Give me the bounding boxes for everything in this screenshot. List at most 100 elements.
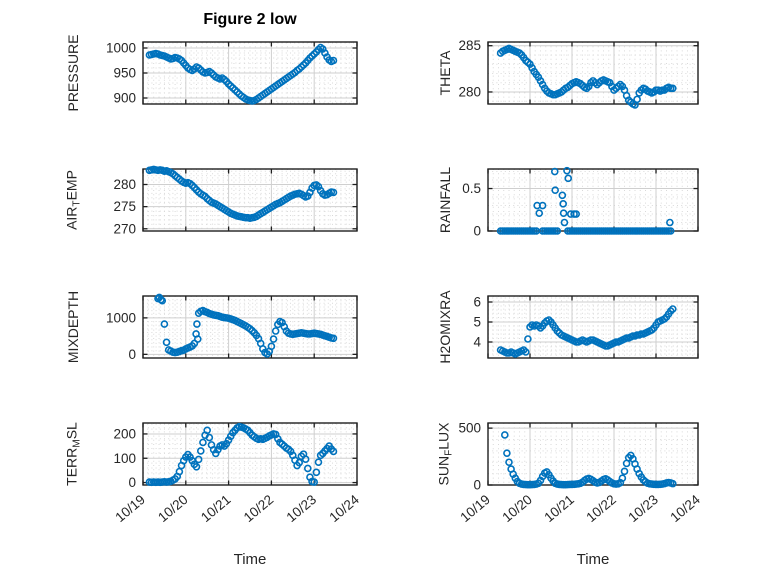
svg-text:10/19: 10/19: [112, 492, 148, 525]
ylabel-subscript: T: [71, 200, 83, 207]
xlabel-left: Time: [233, 551, 267, 568]
series-markers-0: [496, 44, 677, 109]
grid-major: [488, 169, 698, 231]
svg-text:10/19: 10/19: [457, 492, 493, 525]
svg-text:200: 200: [113, 426, 136, 441]
svg-text:10/21: 10/21: [198, 492, 234, 525]
y-tick-labels: 0 100 200: [113, 426, 136, 490]
axes-box: [142, 168, 358, 232]
svg-text:0.5: 0.5: [462, 181, 481, 196]
y-tick-labels: 270 275 280: [113, 177, 136, 236]
series-markers-0: [145, 43, 338, 105]
subplot-theta: 280 285: [458, 38, 699, 109]
y-tick-labels: 900 950 1000: [106, 41, 136, 106]
ylabel-text: EMP: [63, 170, 80, 201]
y-tick-labels: 0 500: [458, 421, 481, 493]
axes-box: [142, 422, 358, 486]
ylabel-subscript: F: [443, 449, 455, 456]
svg-text:10/23: 10/23: [625, 492, 661, 525]
y-tick-labels: 4 5 6: [473, 295, 481, 350]
series-markers-0: [154, 293, 203, 357]
svg-text:6: 6: [473, 295, 481, 310]
subplot-sunflux: 0 500 10/19 10/20 10/21 10/22 10/23 10/24: [457, 421, 703, 525]
ylabel-h2omixra: H2OMIXRA: [437, 290, 453, 363]
subplot-pressure: 900 950 1000: [106, 41, 358, 106]
tick-marks: [487, 42, 699, 104]
svg-text:10/23: 10/23: [284, 492, 320, 525]
subplot-terrmsl: 0 100 200 10/19 10/20 10/21 10/22 10/23 10/24: [112, 422, 362, 526]
ylabel-text: LUX: [435, 422, 452, 450]
svg-text:270: 270: [113, 221, 136, 236]
series-markers-0: [496, 227, 675, 235]
ylabel-text: RAINFALL: [437, 166, 453, 234]
grid-major: [488, 423, 698, 485]
subplot-airtemp: 270 275 280: [113, 165, 358, 236]
ylabel-airtemp: AIRTEMP: [63, 170, 82, 230]
axes-box: [142, 295, 358, 359]
axes-box: [487, 41, 699, 105]
svg-text:0: 0: [473, 224, 481, 239]
svg-text:5: 5: [473, 315, 481, 330]
x-tick-labels: 10/19 10/20 10/21 10/22 10/23 10/24: [457, 492, 703, 526]
ylabel-text: PRESSURE: [65, 34, 81, 112]
ylabel-pressure: PRESSURE: [65, 34, 81, 111]
svg-text:285: 285: [458, 38, 481, 53]
ylabel-text: SL: [63, 422, 80, 440]
ylabel-text: TERR: [63, 447, 80, 486]
ylabel-mixdepth: MIXDEPTH: [65, 291, 81, 363]
y-tick-labels: 00.5: [462, 181, 481, 238]
subplot-mixdepth: 0 1000: [106, 293, 358, 362]
ylabel-text: AIR: [63, 206, 80, 230]
ylabel-sunflux: SUNFLUX: [435, 423, 454, 486]
svg-text:10/22: 10/22: [241, 492, 277, 525]
grid-minor: [143, 296, 357, 358]
svg-text:10/20: 10/20: [499, 492, 535, 525]
subplot-rainfall: 00.5: [462, 166, 699, 239]
ylabel-text: THETA: [437, 50, 453, 96]
y-tick-labels: 280 285: [458, 38, 481, 99]
ylabel-theta: THETA: [437, 51, 453, 96]
ylabel-text: MIXDEPTH: [65, 290, 81, 364]
tick-marks: [142, 296, 358, 358]
xlabel-right: Time: [576, 551, 610, 568]
svg-text:1000: 1000: [106, 41, 136, 56]
ylabel-subscript: M: [71, 439, 83, 448]
x-tick-labels: 10/19 10/20 10/21 10/22 10/23 10/24: [112, 492, 362, 526]
svg-text:4: 4: [473, 335, 481, 350]
tick-marks: [142, 42, 358, 104]
ylabel-text: SUN: [435, 455, 452, 486]
series-markers-0: [145, 165, 338, 222]
ylabel-rainfall: RAINFALL: [437, 167, 453, 233]
svg-text:0: 0: [473, 478, 481, 493]
svg-text:100: 100: [113, 451, 136, 466]
grid-minor: [488, 42, 698, 104]
svg-text:10/22: 10/22: [583, 492, 619, 525]
svg-text:0: 0: [128, 475, 136, 490]
subplot-h2omixra: 4 5 6: [473, 295, 699, 359]
figure-title: Figure 2 low: [203, 11, 297, 28]
svg-text:10/20: 10/20: [155, 492, 191, 525]
series-markers-0: [500, 431, 677, 489]
svg-text:280: 280: [113, 177, 136, 192]
y-tick-labels: 0 1000: [106, 310, 136, 361]
series-markers-0: [145, 422, 338, 487]
axes-box: [487, 168, 699, 232]
series-markers-0: [496, 305, 677, 358]
svg-text:1000: 1000: [106, 310, 136, 325]
series-markers-1: [196, 306, 338, 358]
svg-text:275: 275: [113, 199, 136, 214]
svg-text:0: 0: [128, 347, 136, 362]
series-markers-1: [533, 166, 674, 227]
svg-text:900: 900: [113, 91, 136, 106]
ylabel-terrmsl: TERRMSL: [63, 422, 82, 486]
svg-text:500: 500: [458, 421, 481, 436]
tick-marks: [142, 169, 358, 231]
svg-text:950: 950: [113, 66, 136, 81]
grid-minor: [488, 423, 698, 485]
svg-text:10/24: 10/24: [667, 492, 703, 526]
ylabel-text: H2OMIXRA: [437, 290, 453, 364]
grid-minor: [488, 169, 698, 231]
svg-text:280: 280: [458, 84, 481, 99]
